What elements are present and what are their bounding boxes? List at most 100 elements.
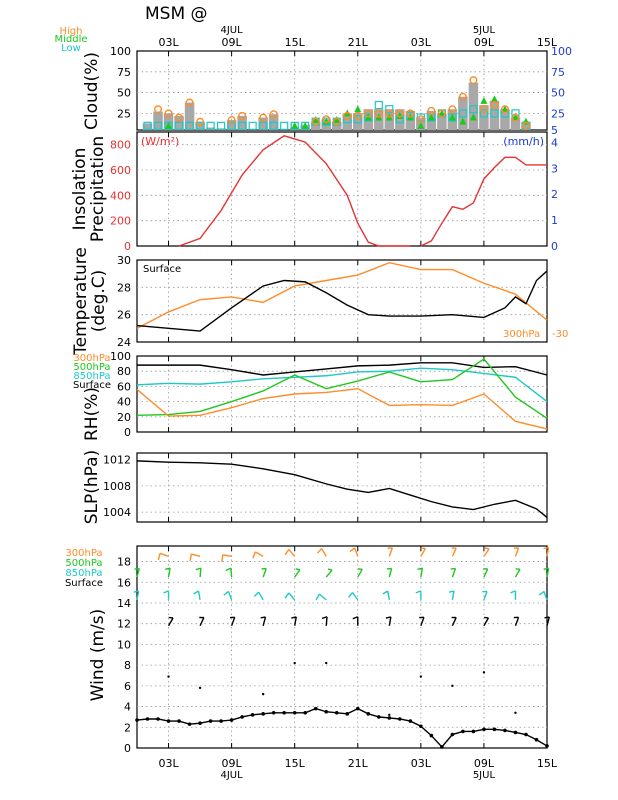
middle-cloud-marker <box>501 105 509 113</box>
y-axis-label: Precipitation <box>88 136 108 242</box>
low-cloud-marker <box>269 121 278 130</box>
high-cloud-marker <box>521 121 530 130</box>
chart-title: MSM @ <box>145 4 208 24</box>
rh-panel: 100 80 60 40 20 0 RH(%) 300hPa500hPa850hPaSurfa… <box>73 350 548 441</box>
middle-cloud-marker <box>448 113 456 121</box>
wind-barb <box>514 617 520 627</box>
y-tick-label: 75 <box>117 66 131 79</box>
surface-wind-point <box>250 713 255 717</box>
wind-barb-flag <box>510 590 516 594</box>
wind-barb-flag <box>284 592 290 599</box>
high-cloud-marker <box>385 109 394 118</box>
wind-barb <box>199 568 202 578</box>
high-cloud-marker <box>427 106 436 115</box>
y-tick-label: 200 <box>110 215 131 228</box>
low-cloud-marker <box>259 121 268 130</box>
bottom-tick-label: 03L <box>411 757 432 770</box>
wind-legend-entry: 500hPa <box>65 558 102 569</box>
low-cloud-marker <box>217 121 226 130</box>
low-cloud-marker <box>385 105 394 114</box>
high-cloud-marker <box>479 105 488 114</box>
y-tick-label: 50 <box>551 87 565 100</box>
bottom-tick-label: 09L <box>474 757 495 770</box>
middle-cloud-marker <box>354 105 362 113</box>
wind-barb-flag <box>352 616 359 620</box>
wind-barb <box>191 553 201 558</box>
wind-barb <box>387 590 390 600</box>
top-date-label: 5JUL <box>473 25 496 36</box>
rh-legend-entry: 500hPa <box>73 362 110 373</box>
y-tick-label: 1004 <box>103 506 131 519</box>
surface-wind-point <box>461 729 465 734</box>
cloud-bar <box>489 100 500 130</box>
wind-barb <box>167 568 171 578</box>
surface-wind-point <box>376 715 381 719</box>
bottom-tick-label: 09L <box>222 757 243 770</box>
wind-barb-flag <box>484 616 489 619</box>
low-cloud-marker <box>458 109 467 118</box>
y-tick-label: 20 <box>117 411 131 424</box>
wind-dot <box>293 661 296 665</box>
top-tick-label: 03L <box>411 36 432 49</box>
y-tick-label: 75 <box>551 66 565 79</box>
high-cloud-marker <box>364 109 373 118</box>
top-tick-label: 09L <box>222 36 243 49</box>
insolation-panel: 800 600 400 200 0 4 3 2 1 0 (W/m²) (mm/h) Insolation… <box>70 131 558 253</box>
surface-label: Surface <box>143 264 181 275</box>
surface-wind-point <box>198 721 202 725</box>
high-cloud-marker <box>196 117 205 126</box>
wind-barb-flag <box>321 616 328 620</box>
high-cloud-marker <box>395 109 404 118</box>
cloud-bar <box>310 121 321 130</box>
cloud-bar <box>458 96 468 130</box>
middle-cloud-marker <box>480 96 488 104</box>
cloud-bar <box>395 109 405 130</box>
wind-barb <box>255 551 264 557</box>
wind-barb-flag <box>295 568 300 571</box>
middle-cloud-marker <box>165 121 173 129</box>
y-tick-label: 0 <box>551 240 558 253</box>
wind-barb <box>483 568 489 578</box>
y-tick-label: 26 <box>117 309 131 322</box>
wind-barb-flag <box>225 567 232 572</box>
high-cloud-marker <box>311 117 320 126</box>
wind-barb-flag <box>284 549 290 556</box>
surface-wind-point <box>503 728 507 733</box>
wind-barb <box>230 568 233 578</box>
middle-cloud-marker <box>490 95 498 103</box>
wind-barb <box>197 590 201 600</box>
wind-barb-flag <box>260 616 266 619</box>
legend-high: High <box>60 26 83 37</box>
wind-barb <box>288 592 296 601</box>
top-tick-label: 03L <box>158 36 179 49</box>
low-cloud-marker <box>206 121 215 130</box>
rh-line <box>136 367 548 403</box>
middle-cloud-marker <box>322 117 330 125</box>
wind-barb <box>420 617 425 627</box>
wind-barb <box>318 593 327 601</box>
surface-wind-point <box>355 706 360 711</box>
low-cloud-marker <box>195 121 205 130</box>
low-cloud-marker <box>248 121 257 130</box>
low-cloud-marker <box>227 121 236 130</box>
wind-barb-flag <box>382 590 389 595</box>
top-tick-label: 09L <box>474 36 495 49</box>
wind-legend-entry: Surface <box>65 578 103 589</box>
y-tick-label: 1012 <box>103 454 131 467</box>
wind-barb <box>546 547 550 557</box>
wind-barb <box>543 591 548 601</box>
low-cloud-marker <box>490 109 499 118</box>
y-tick-label: 12 <box>117 618 131 631</box>
wind-barb <box>451 617 457 627</box>
top-time-axis: 03L 09L 15L 21L 03L 09L 15L 4JUL 5JUL <box>158 25 557 49</box>
y-tick-label: 0 <box>124 240 131 253</box>
high-cloud-marker <box>259 113 268 122</box>
wind-dot <box>419 675 423 678</box>
cloud-bar <box>500 109 510 130</box>
surface-wind-point <box>471 729 476 734</box>
rh-legend-entry: Surface <box>73 380 111 391</box>
high-cloud-marker <box>185 98 194 107</box>
bottom-tick-label: 15L <box>285 757 306 770</box>
cloud-bar <box>521 121 531 130</box>
cloud-bar <box>226 120 237 130</box>
